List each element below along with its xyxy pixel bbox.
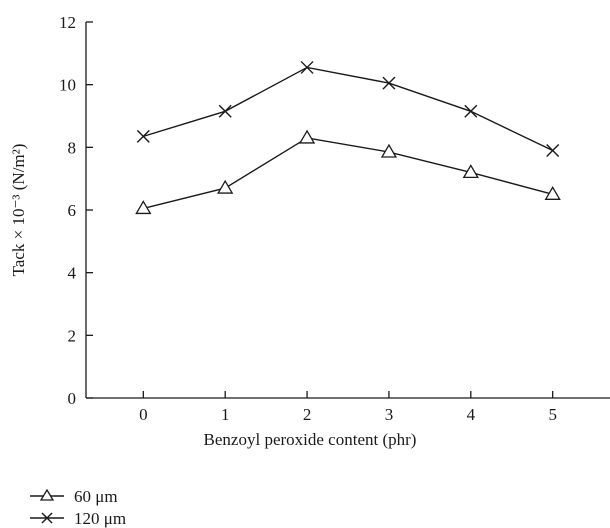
y-tick-label: 8: [68, 138, 77, 157]
y-tick-label: 12: [59, 13, 76, 32]
cross-stroke: [382, 76, 396, 90]
triangle-point: [135, 200, 152, 215]
triangle-point: [380, 143, 398, 158]
x-tick-label: 5: [548, 405, 557, 424]
cross-stroke: [546, 143, 560, 157]
cross-stroke: [136, 129, 150, 143]
x-axis-title: Benzoyl peroxide content (phr): [204, 430, 417, 449]
cross-stroke: [464, 104, 478, 118]
triangle-point: [217, 179, 234, 194]
x-tick-label: 3: [385, 405, 394, 424]
x-tick-label: 2: [303, 405, 312, 424]
cross-stroke: [300, 60, 314, 74]
legend-item-120um: 120 μm: [30, 509, 126, 528]
cross-point: [218, 104, 232, 118]
series-line-120um: [143, 66, 553, 152]
cross-point: [136, 129, 150, 143]
cross-point: [464, 104, 478, 118]
x-tick-label: 0: [139, 405, 148, 424]
x-tick-label: 1: [221, 405, 230, 424]
y-axis-title: Tack × 10⁻³ (N/m²): [9, 144, 28, 277]
legend-triangle-marker: [39, 488, 55, 501]
legend-label-120um: 120 μm: [74, 509, 126, 528]
cross-point: [546, 143, 560, 157]
y-tick-label: 4: [68, 264, 77, 283]
cross-point: [300, 60, 314, 74]
cross-stroke: [218, 104, 232, 118]
y-tick-label: 0: [68, 389, 77, 408]
y-tick-label: 6: [68, 201, 77, 220]
legend: 60 μm 120 μm: [30, 487, 126, 528]
y-tick-label: 10: [59, 76, 76, 95]
legend-cross-marker-b: [41, 512, 53, 524]
y-tick-label: 2: [68, 326, 77, 345]
triangle-point: [544, 186, 561, 200]
series-line-60um: [143, 137, 553, 210]
series-layer: [135, 60, 561, 215]
legend-label-60um: 60 μm: [74, 487, 118, 506]
triangle-point: [298, 129, 316, 144]
legend-item-60um: 60 μm: [30, 487, 118, 506]
axes: [85, 22, 610, 399]
x-ticks: 0 1 2 3 4 5: [139, 391, 557, 424]
cross-point: [382, 76, 396, 90]
x-tick-label: 4: [467, 405, 476, 424]
y-ticks: 0 2 4 6 8 10 12: [59, 13, 93, 408]
triangle-point: [462, 164, 479, 179]
